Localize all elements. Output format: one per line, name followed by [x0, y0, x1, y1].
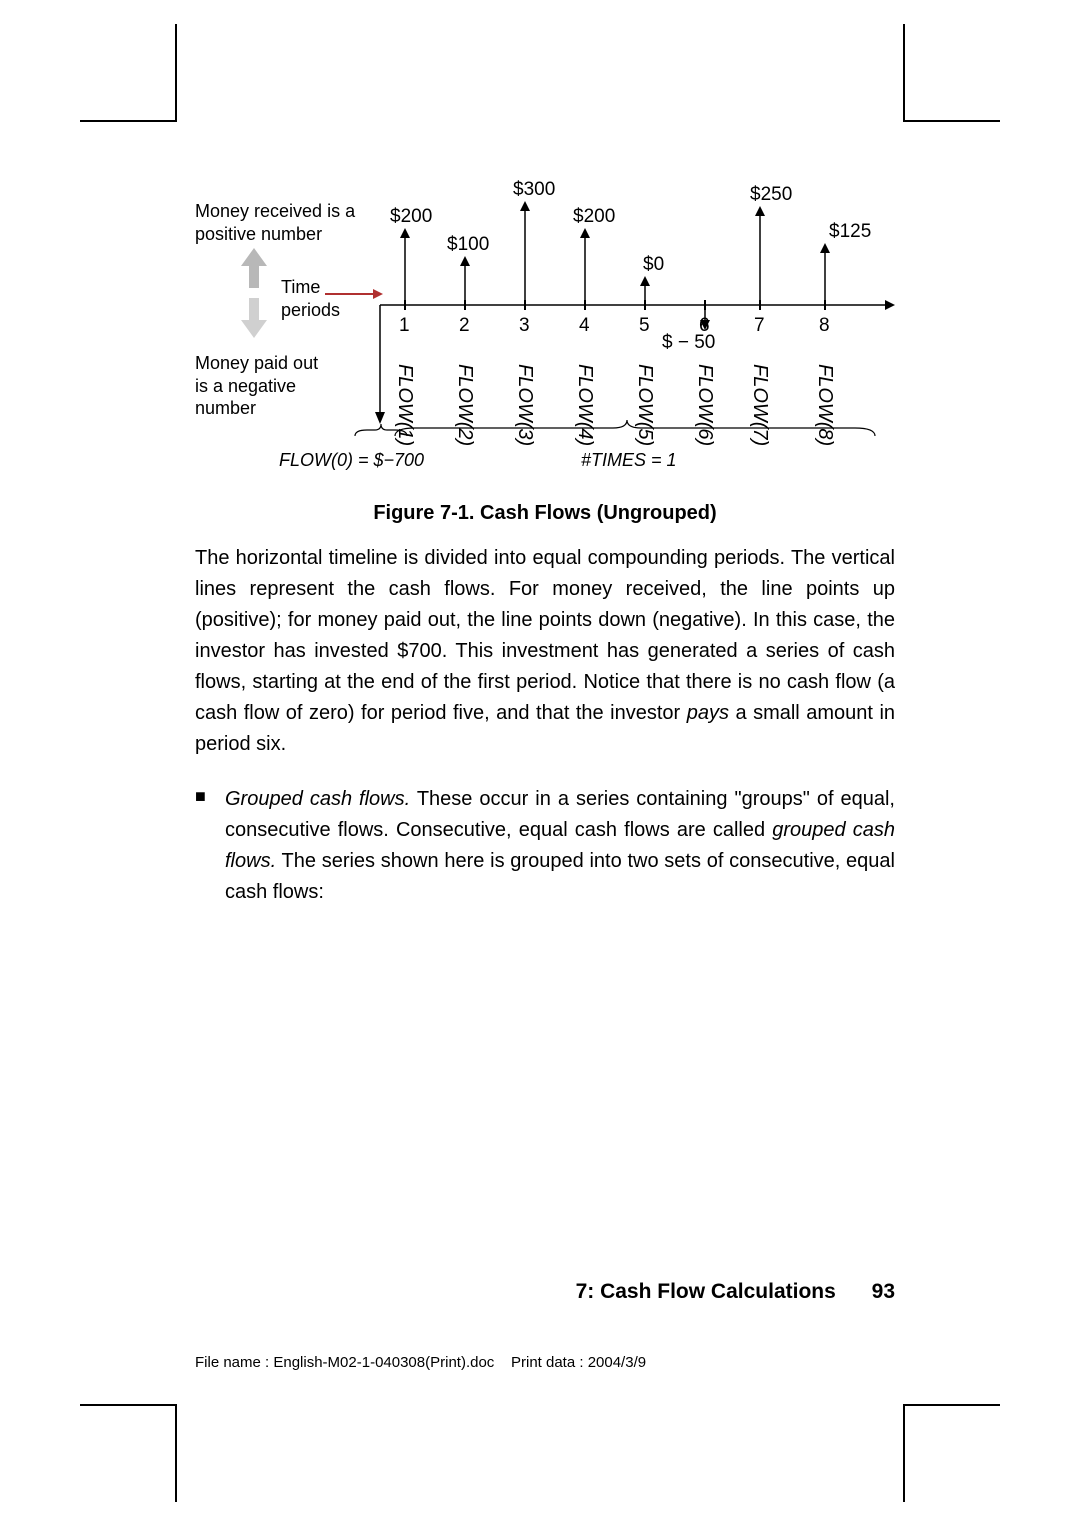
crop-mark	[175, 24, 177, 122]
crop-mark	[80, 1404, 175, 1406]
crop-mark	[175, 1404, 177, 1502]
page-number: 93	[872, 1280, 895, 1304]
flow-index-label: FLOW(8)	[813, 364, 836, 446]
crop-mark	[903, 1404, 905, 1502]
bullet-text: Grouped cash flows. These occur in a ser…	[225, 784, 895, 908]
bullet-item: ■ Grouped cash flows. These occur in a s…	[195, 784, 895, 908]
cash-flow-diagram: Money received is a positive number Time…	[195, 200, 895, 480]
crop-mark	[80, 120, 175, 122]
text-italic: Grouped cash flows.	[225, 788, 410, 810]
body-paragraph: The horizontal timeline is divided into …	[195, 543, 895, 760]
flow0-label: FLOW(0) = $−700	[279, 450, 424, 471]
times-label: #TIMES = 1	[581, 450, 677, 471]
flow-amount: $125	[829, 221, 871, 243]
filename-text: File name : English-M02-1-040308(Print).…	[195, 1354, 494, 1371]
crop-mark	[903, 24, 905, 122]
flow-amount: $300	[513, 179, 555, 201]
chapter-footer: 7: Cash Flow Calculations 93	[195, 1280, 895, 1304]
print-date-text: Print data : 2004/3/9	[511, 1354, 646, 1371]
flow-arrow-icon	[195, 200, 895, 450]
text-italic: pays	[687, 702, 729, 724]
figure-caption: Figure 7-1. Cash Flows (Ungrouped)	[195, 502, 895, 525]
file-metadata: File name : English-M02-1-040308(Print).…	[195, 1354, 646, 1371]
text: The series shown here is grouped into tw…	[225, 850, 895, 903]
page-content: Money received is a positive number Time…	[195, 140, 895, 908]
bullet-square-icon: ■	[195, 784, 225, 908]
text: The horizontal timeline is divided into …	[195, 547, 895, 724]
crop-mark	[905, 120, 1000, 122]
crop-mark	[905, 1404, 1000, 1406]
chapter-title: 7: Cash Flow Calculations	[576, 1280, 836, 1303]
